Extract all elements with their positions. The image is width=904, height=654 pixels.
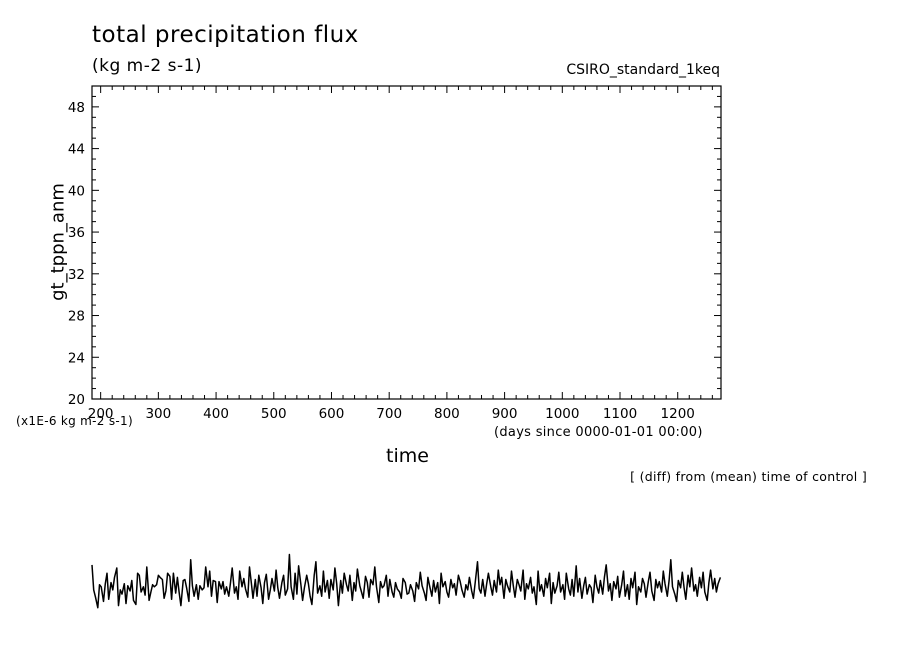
x-tick-label: 900 bbox=[492, 406, 518, 422]
x-tick-label: 700 bbox=[376, 406, 402, 422]
y-tick-label: 28 bbox=[68, 309, 85, 325]
x-tick-label: 300 bbox=[145, 406, 171, 422]
y-tick-label: 24 bbox=[68, 350, 85, 366]
x-tick-label: 1100 bbox=[603, 406, 637, 422]
experiment-label: CSIRO_standard_1keq bbox=[566, 62, 720, 78]
series-layer bbox=[91, 553, 722, 609]
tick-labels: 200 300 400 500 600 700 800 900 1000 1100 1200 20 24… bbox=[68, 100, 695, 422]
y-tick-label: 20 bbox=[68, 392, 85, 408]
x-tick-label: 1000 bbox=[545, 406, 579, 422]
y-tick-label: 40 bbox=[68, 183, 85, 199]
y-scale-note: (x1E-6 kg m-2 s-1) bbox=[16, 414, 133, 428]
x-tick-label: 500 bbox=[261, 406, 287, 422]
x-tick-label: 800 bbox=[434, 406, 460, 422]
x-tick-label: 400 bbox=[203, 406, 229, 422]
axis-ticks bbox=[92, 85, 721, 400]
chart-units: (kg m-2 s-1) bbox=[92, 56, 203, 76]
diff-note: [ (diff) from (mean) time of control ] bbox=[630, 469, 867, 484]
y-tick-label: 36 bbox=[68, 225, 85, 241]
plot-frame-rect bbox=[91, 85, 722, 400]
y-tick-label: 32 bbox=[68, 267, 85, 283]
y-tick-label: 44 bbox=[68, 142, 85, 158]
series-line bbox=[91, 553, 722, 609]
x-tick-label: 200 bbox=[88, 406, 114, 422]
chart-title: total precipitation flux bbox=[92, 22, 359, 48]
y-tick-label: 48 bbox=[68, 100, 85, 116]
x-tick-label: 1200 bbox=[661, 406, 695, 422]
x-tick-label: 600 bbox=[319, 406, 345, 422]
plot-frame bbox=[91, 85, 722, 400]
x-axis-units: (days since 0000-01-01 00:00) bbox=[494, 425, 703, 440]
x-axis-label: time bbox=[386, 445, 429, 467]
